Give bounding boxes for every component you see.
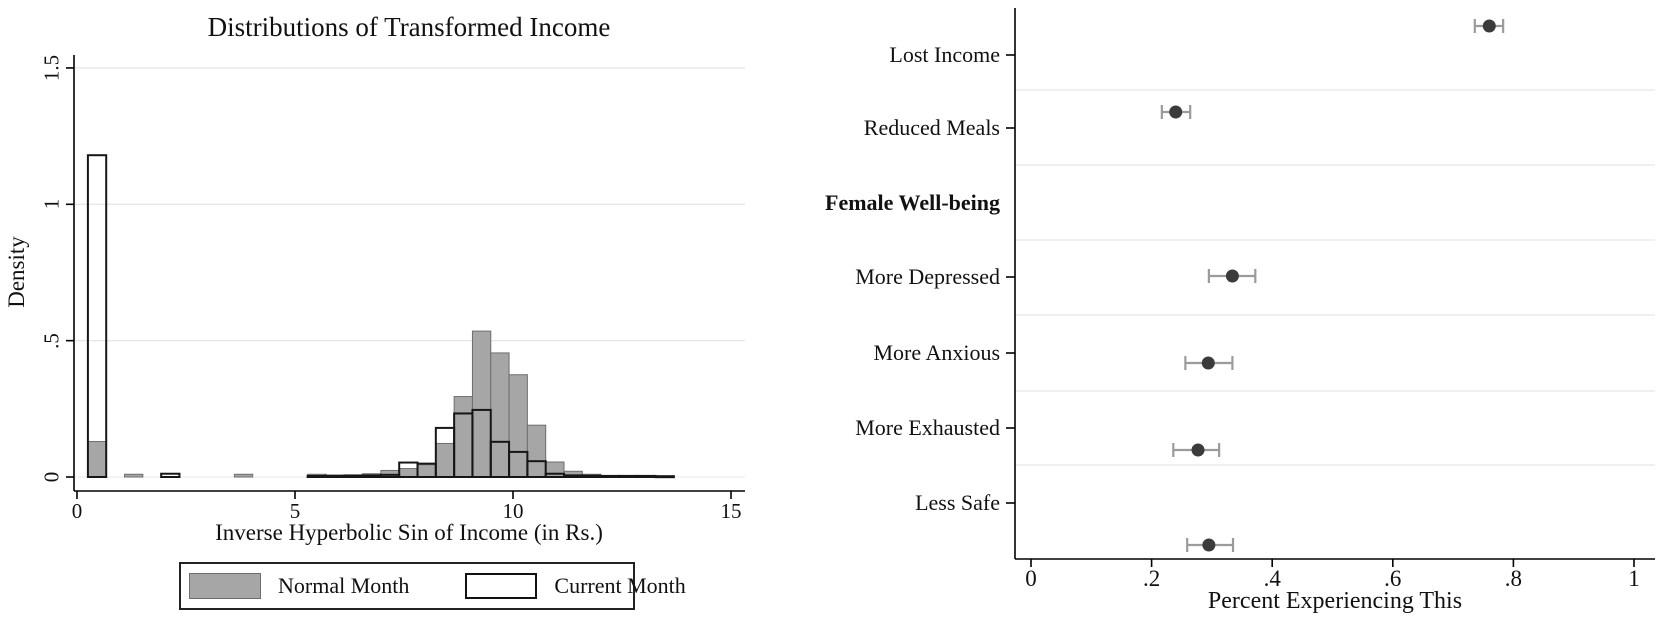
histogram-bar-normal — [453, 396, 473, 478]
legend-label-normal: Normal Month — [278, 573, 410, 598]
legend-label-current: Current Month — [554, 573, 686, 598]
histogram-bar-normal — [233, 473, 254, 478]
category-label: Female Well-being — [825, 190, 1000, 215]
y-tick-label: .5 — [39, 332, 64, 349]
legend-entry-current: Current Month — [409, 573, 686, 599]
left-x-axis-label: Inverse Hyperbolic Sin of Income (in Rs.… — [215, 520, 603, 545]
y-tick-label: 1 — [39, 199, 64, 210]
category-label: Lost Income — [889, 42, 1000, 67]
histogram-bar-normal — [471, 330, 492, 478]
histogram-bar-normal — [87, 441, 107, 478]
histogram-bar-current — [636, 474, 657, 479]
category-label: Less Safe — [915, 490, 1000, 515]
histogram-bar-current — [86, 154, 108, 479]
histogram-bar-current — [599, 474, 620, 479]
x-tick-label: 0 — [1025, 566, 1037, 591]
histogram-bar-current — [581, 474, 602, 479]
point-estimate-dot — [1225, 269, 1239, 283]
y-tick-label: 0 — [39, 471, 64, 483]
current-month-swatch — [465, 573, 538, 599]
category-label: Reduced Meals — [863, 115, 1000, 140]
left-chart-title: Distributions of Transformed Income — [207, 12, 611, 42]
histogram-bar-current — [306, 474, 327, 479]
histogram-bar-current — [160, 472, 181, 478]
histogram-bar-current — [617, 474, 639, 479]
histogram-bar-normal — [435, 442, 455, 478]
x-tick-label: .4 — [1263, 566, 1281, 591]
histogram-bar-normal — [398, 468, 419, 478]
point-estimate-dot — [1191, 443, 1205, 457]
legend: Normal Month Current Month — [179, 562, 686, 610]
histogram-bar-normal — [545, 461, 565, 478]
legend-entry-normal: Normal Month — [181, 573, 409, 599]
right-x-axis-label: Percent Experiencing This — [1207, 588, 1463, 614]
x-tick-label: 15 — [720, 499, 742, 523]
histogram-bar-current — [324, 474, 346, 479]
x-tick-label: 10 — [502, 499, 524, 523]
x-tick-label: 0 — [71, 499, 83, 523]
x-tick-label: 5 — [289, 499, 301, 523]
y-tick-label: 1.5 — [39, 54, 64, 82]
histogram-bar-current — [654, 475, 675, 479]
category-label: More Exhausted — [855, 415, 1000, 440]
histogram-bar-current — [361, 474, 382, 478]
point-estimate-dot — [1169, 105, 1183, 119]
x-tick-label: .2 — [1142, 566, 1161, 591]
x-tick-label: 1 — [1628, 566, 1640, 591]
histogram-bar-normal — [417, 464, 437, 478]
histogram-bar-normal — [508, 374, 528, 478]
histogram-bar-current — [343, 474, 364, 479]
histogram-bar-normal — [526, 424, 547, 478]
histogram-bar-normal — [124, 473, 144, 478]
point-estimate-dot — [1202, 538, 1216, 552]
histogram-bar-current — [526, 460, 547, 479]
category-label: More Depressed — [855, 264, 1000, 289]
histogram-bar-current — [563, 474, 584, 478]
left-y-axis-label: Density — [4, 236, 29, 308]
point-estimate-dot — [1201, 356, 1215, 370]
normal-month-swatch — [189, 573, 261, 599]
x-tick-label: .8 — [1504, 566, 1523, 591]
point-estimate-dot — [1482, 19, 1496, 33]
category-label: More Anxious — [873, 340, 1001, 365]
histogram-bar-normal — [490, 352, 510, 478]
x-tick-label: .6 — [1384, 566, 1402, 591]
